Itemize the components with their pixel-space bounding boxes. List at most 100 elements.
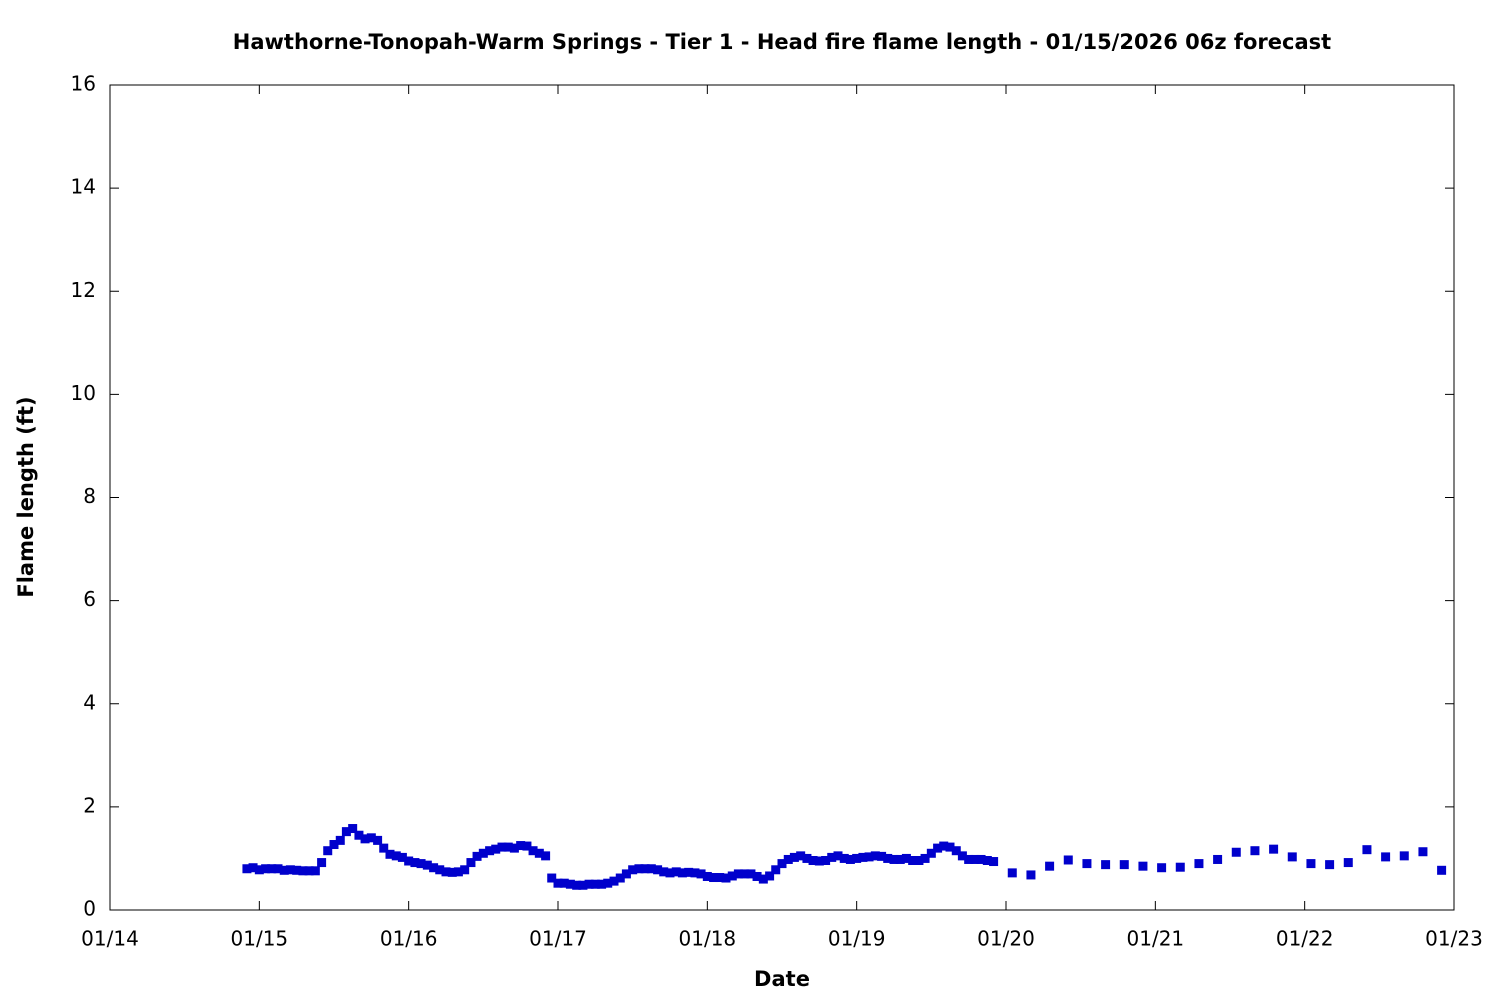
y-tick-label: 10 bbox=[71, 381, 96, 405]
data-point bbox=[304, 866, 314, 876]
data-point bbox=[491, 844, 501, 854]
data-point bbox=[310, 866, 320, 876]
data-point bbox=[348, 824, 358, 834]
data-point bbox=[547, 873, 557, 883]
data-point bbox=[957, 851, 967, 861]
y-tick-label: 6 bbox=[83, 587, 96, 611]
data-point bbox=[796, 851, 806, 861]
data-point bbox=[1418, 847, 1428, 857]
x-tick-label: 01/21 bbox=[1127, 927, 1185, 951]
data-point bbox=[989, 857, 999, 867]
data-point bbox=[341, 827, 351, 837]
data-point bbox=[765, 871, 775, 881]
data-point bbox=[696, 869, 706, 879]
data-point bbox=[379, 843, 389, 853]
data-point bbox=[1399, 851, 1409, 861]
y-tick-label: 0 bbox=[83, 897, 96, 921]
data-point bbox=[889, 854, 899, 864]
data-point bbox=[485, 846, 495, 856]
data-point bbox=[814, 856, 824, 866]
y-axis-label: Flame length (ft) bbox=[14, 396, 38, 597]
data-point bbox=[665, 868, 675, 878]
data-point bbox=[802, 853, 812, 863]
data-point bbox=[516, 841, 526, 851]
data-point bbox=[385, 849, 395, 859]
x-tick-label: 01/23 bbox=[1425, 927, 1483, 951]
data-point bbox=[783, 854, 793, 864]
chart-title: Hawthorne-Tonopah-Warm Springs - Tier 1 … bbox=[233, 30, 1331, 54]
data-point bbox=[1175, 862, 1185, 872]
data-point bbox=[858, 852, 868, 862]
data-point bbox=[267, 864, 277, 874]
data-point bbox=[366, 833, 376, 843]
data-point bbox=[777, 859, 787, 869]
data-point bbox=[323, 846, 333, 856]
data-point bbox=[466, 858, 476, 868]
data-point bbox=[254, 865, 264, 875]
data-point bbox=[441, 867, 451, 877]
data-point bbox=[727, 871, 737, 881]
x-tick-label: 01/18 bbox=[679, 927, 737, 951]
data-point bbox=[746, 869, 756, 879]
x-axis-label: Date bbox=[754, 967, 810, 991]
data-point bbox=[317, 858, 327, 868]
data-point bbox=[391, 851, 401, 861]
y-tick-label: 2 bbox=[83, 793, 96, 817]
x-tick-label: 01/16 bbox=[380, 927, 438, 951]
data-point bbox=[1007, 868, 1017, 878]
data-point bbox=[920, 853, 930, 863]
data-point bbox=[945, 842, 955, 852]
data-point bbox=[1306, 859, 1316, 869]
x-tick-label: 01/19 bbox=[828, 927, 886, 951]
data-point bbox=[603, 878, 613, 888]
data-point bbox=[335, 835, 345, 845]
data-point bbox=[597, 879, 607, 889]
data-point bbox=[758, 874, 768, 884]
data-point bbox=[864, 852, 874, 862]
data-point bbox=[578, 880, 588, 890]
data-point bbox=[877, 851, 887, 861]
data-point bbox=[1381, 852, 1391, 862]
data-point bbox=[808, 856, 818, 865]
data-point bbox=[1026, 870, 1036, 880]
data-point bbox=[895, 854, 905, 864]
data-point bbox=[1362, 845, 1372, 855]
y-tick-label: 14 bbox=[71, 175, 96, 199]
data-point bbox=[1213, 854, 1223, 864]
data-point bbox=[397, 852, 407, 862]
data-point bbox=[901, 853, 911, 863]
data-point bbox=[329, 840, 339, 850]
data-point bbox=[690, 868, 700, 878]
data-point bbox=[951, 846, 961, 856]
x-tick-label: 01/14 bbox=[81, 927, 139, 951]
data-point bbox=[503, 842, 513, 852]
data-point bbox=[429, 863, 439, 873]
data-point bbox=[976, 854, 986, 864]
data-point bbox=[964, 854, 974, 864]
data-point bbox=[628, 865, 638, 875]
data-point bbox=[653, 865, 663, 875]
data-point bbox=[1045, 861, 1055, 871]
data-point bbox=[659, 867, 669, 877]
data-point bbox=[541, 851, 551, 861]
data-point bbox=[422, 860, 432, 870]
data-point bbox=[1138, 861, 1148, 871]
data-point bbox=[970, 854, 980, 864]
data-point bbox=[497, 842, 507, 852]
data-point bbox=[285, 865, 295, 875]
data-point bbox=[1119, 860, 1129, 870]
data-point bbox=[721, 873, 731, 883]
data-point bbox=[733, 869, 743, 879]
data-point bbox=[827, 852, 837, 862]
data-point bbox=[553, 878, 563, 888]
data-point bbox=[771, 865, 781, 875]
data-point bbox=[870, 851, 880, 861]
data-point bbox=[373, 835, 383, 845]
data-point bbox=[684, 867, 694, 877]
data-point bbox=[534, 848, 544, 858]
data-point bbox=[354, 830, 364, 840]
data-point bbox=[671, 867, 681, 877]
data-point bbox=[298, 866, 308, 876]
data-point bbox=[404, 856, 414, 866]
